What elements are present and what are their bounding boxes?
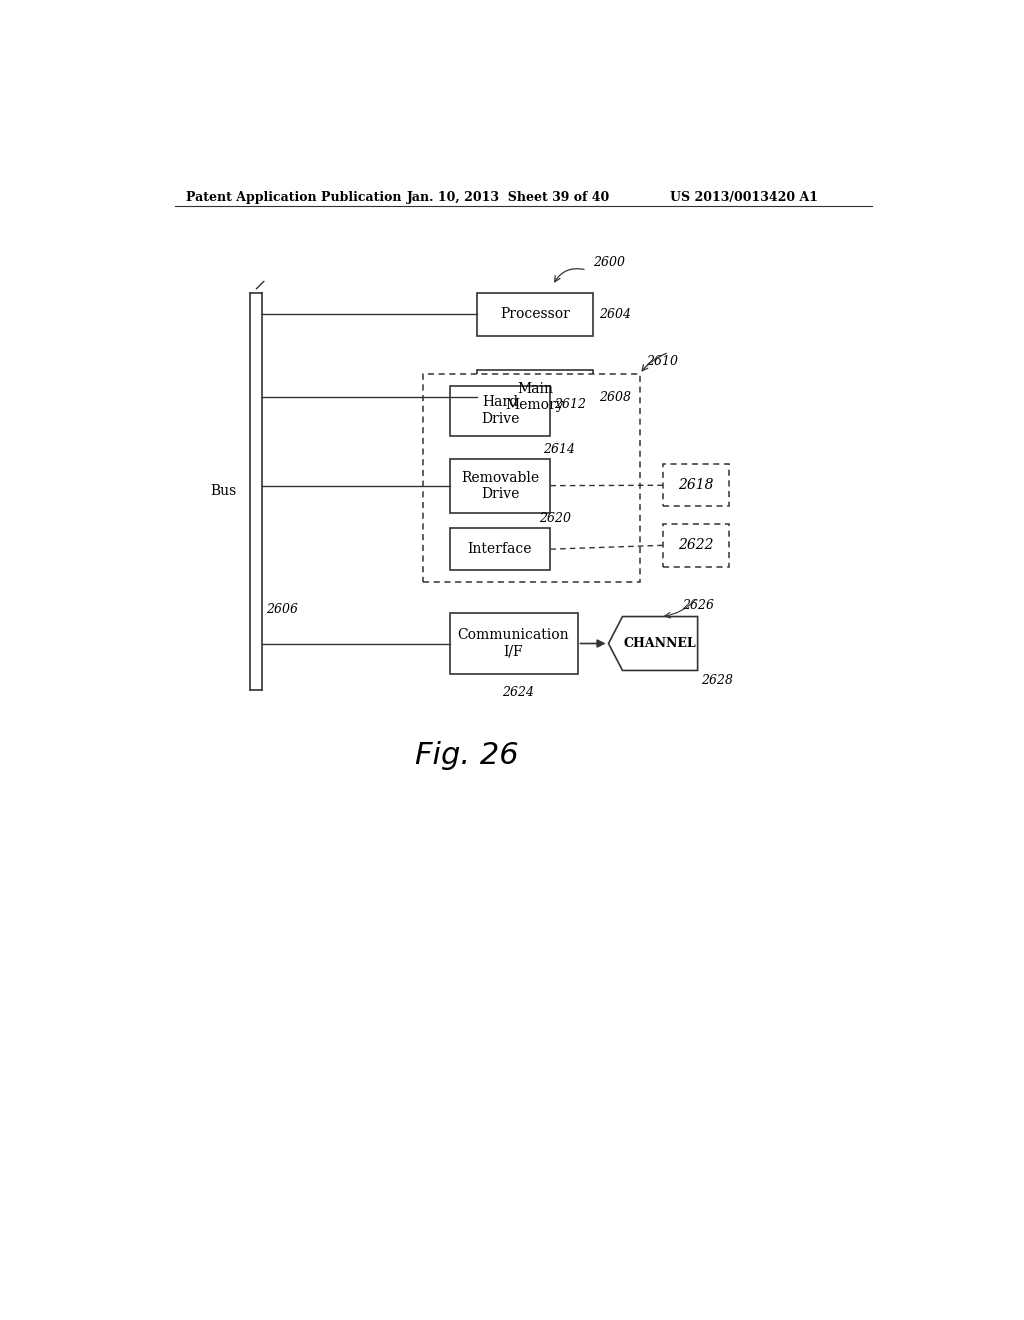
Text: Main
Memory: Main Memory: [506, 381, 564, 412]
Text: 2628: 2628: [701, 675, 733, 688]
Text: Interface: Interface: [468, 543, 532, 556]
Text: Removable
Drive: Removable Drive: [461, 470, 539, 500]
FancyBboxPatch shape: [450, 459, 550, 512]
Text: US 2013/0013420 A1: US 2013/0013420 A1: [671, 191, 818, 203]
FancyBboxPatch shape: [423, 374, 640, 582]
Text: Jan. 10, 2013  Sheet 39 of 40: Jan. 10, 2013 Sheet 39 of 40: [407, 191, 610, 203]
Text: Processor: Processor: [500, 308, 569, 321]
Text: Hard
Drive: Hard Drive: [481, 396, 519, 425]
FancyBboxPatch shape: [663, 524, 729, 566]
Text: 2612: 2612: [554, 397, 587, 411]
FancyBboxPatch shape: [450, 528, 550, 570]
Text: 2622: 2622: [678, 539, 714, 552]
Text: 2614: 2614: [543, 442, 574, 455]
Text: Patent Application Publication: Patent Application Publication: [186, 191, 401, 203]
Text: Fig. 26: Fig. 26: [415, 741, 518, 770]
Text: CHANNEL: CHANNEL: [624, 638, 696, 649]
FancyBboxPatch shape: [477, 293, 593, 335]
Text: 2618: 2618: [678, 478, 714, 492]
Text: 2604: 2604: [599, 308, 631, 321]
FancyBboxPatch shape: [450, 612, 578, 675]
FancyBboxPatch shape: [450, 385, 550, 436]
Text: Communication
I/F: Communication I/F: [458, 628, 569, 659]
Polygon shape: [608, 616, 697, 671]
Text: 2620: 2620: [539, 512, 570, 525]
Text: 2610: 2610: [646, 355, 678, 368]
Text: 2626: 2626: [682, 599, 714, 612]
Text: 2606: 2606: [266, 603, 298, 615]
Text: 2600: 2600: [593, 256, 625, 269]
Text: Bus: Bus: [210, 484, 237, 499]
Text: 2608: 2608: [599, 391, 631, 404]
FancyBboxPatch shape: [477, 370, 593, 424]
FancyBboxPatch shape: [663, 465, 729, 507]
Text: 2624: 2624: [502, 686, 534, 698]
